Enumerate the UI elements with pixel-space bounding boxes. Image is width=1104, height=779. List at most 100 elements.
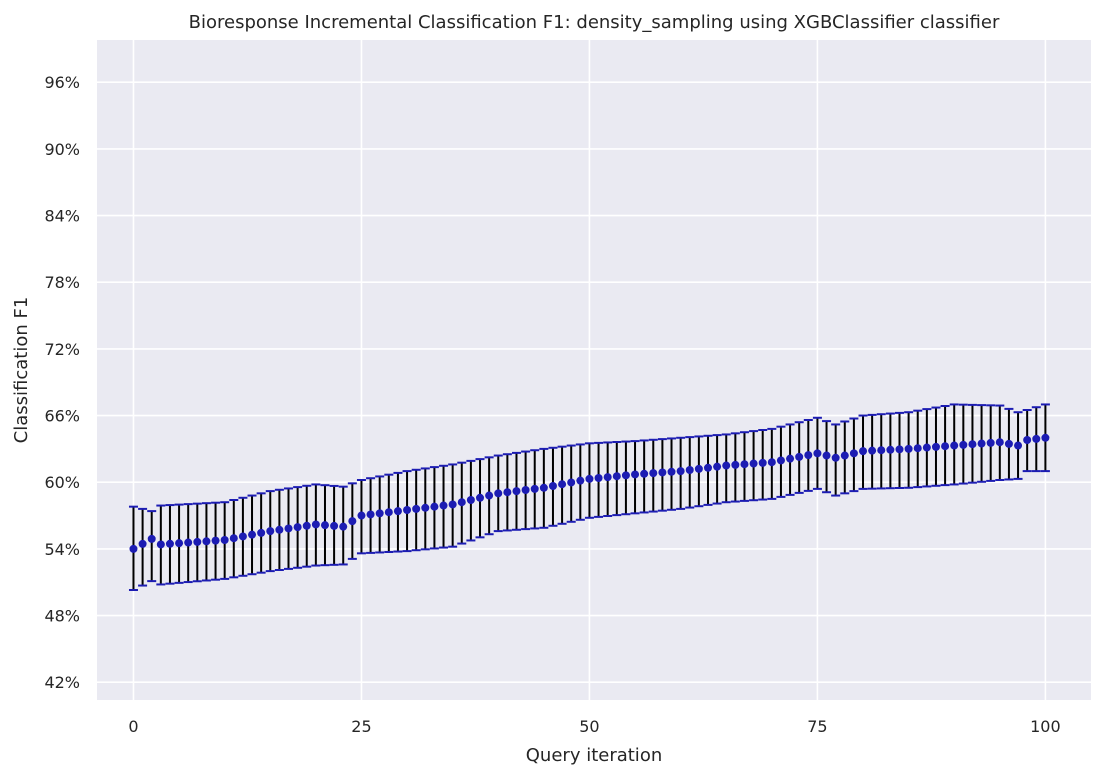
point-0 — [129, 544, 138, 553]
point-11 — [229, 534, 238, 543]
point-9 — [211, 536, 220, 545]
x-tick-label-4: 100 — [1030, 717, 1061, 736]
y-tick-label-0: 42% — [44, 673, 80, 692]
point-54 — [621, 471, 630, 480]
point-14 — [257, 528, 266, 537]
y-tick-label-3: 60% — [44, 473, 80, 492]
point-3 — [156, 540, 165, 549]
y-tick-label-5: 72% — [44, 340, 80, 359]
point-79 — [849, 449, 858, 458]
point-69 — [758, 458, 767, 467]
point-88 — [931, 442, 940, 451]
point-47 — [558, 480, 567, 489]
point-90 — [950, 441, 959, 450]
point-89 — [941, 442, 950, 451]
x-axis-label: Query iteration — [526, 745, 662, 766]
point-71 — [776, 456, 785, 465]
point-50 — [585, 474, 594, 483]
point-16 — [275, 525, 284, 534]
point-43 — [521, 486, 530, 494]
point-53 — [612, 472, 621, 481]
y-tick-label-1: 48% — [44, 607, 80, 626]
y-tick-labels: 42% 48% 54% 60% 66% 72% 78% 84% 90% 96% — [44, 73, 80, 692]
point-1 — [138, 539, 147, 548]
y-tick-label-4: 66% — [44, 407, 80, 426]
point-73 — [795, 452, 804, 461]
point-92 — [968, 440, 977, 449]
point-7 — [193, 537, 202, 546]
point-86 — [913, 444, 922, 453]
point-13 — [248, 530, 257, 539]
point-65 — [722, 461, 731, 470]
point-55 — [631, 470, 640, 479]
point-28 — [384, 508, 393, 517]
point-56 — [640, 469, 649, 478]
point-32 — [421, 503, 430, 512]
point-77 — [831, 453, 840, 462]
point-5 — [175, 539, 184, 548]
point-58 — [658, 468, 667, 477]
point-30 — [403, 506, 412, 514]
point-57 — [649, 469, 658, 478]
point-60 — [676, 467, 685, 476]
point-42 — [512, 487, 521, 496]
point-85 — [904, 444, 913, 453]
point-39 — [485, 491, 494, 500]
point-24 — [348, 517, 357, 526]
grid — [97, 40, 1091, 700]
point-64 — [713, 462, 722, 471]
point-4 — [165, 539, 174, 548]
point-52 — [603, 473, 612, 482]
point-97 — [1014, 441, 1023, 450]
point-17 — [284, 524, 293, 533]
point-10 — [220, 536, 229, 544]
point-21 — [320, 521, 329, 530]
point-37 — [466, 496, 475, 504]
point-95 — [995, 438, 1004, 447]
plot-background — [97, 40, 1091, 700]
point-27 — [375, 509, 384, 518]
point-61 — [685, 466, 694, 474]
point-74 — [804, 451, 813, 460]
point-40 — [494, 489, 503, 498]
point-23 — [339, 522, 348, 531]
y-tick-label-8: 90% — [44, 140, 80, 159]
y-tick-label-7: 84% — [44, 207, 80, 226]
point-68 — [749, 459, 758, 468]
y-tick-label-6: 78% — [44, 273, 80, 292]
point-91 — [959, 440, 968, 449]
point-31 — [412, 504, 421, 513]
point-83 — [886, 445, 895, 454]
point-93 — [977, 439, 986, 448]
point-66 — [731, 460, 740, 469]
point-70 — [767, 458, 776, 467]
point-63 — [703, 463, 712, 472]
x-tick-label-0: 0 — [128, 717, 138, 736]
point-26 — [366, 510, 375, 519]
point-72 — [786, 454, 795, 463]
point-80 — [859, 447, 868, 456]
point-34 — [439, 501, 448, 510]
point-99 — [1032, 434, 1041, 443]
point-19 — [302, 521, 311, 530]
point-49 — [576, 476, 585, 485]
point-67 — [740, 460, 749, 469]
point-100 — [1041, 433, 1050, 442]
point-35 — [448, 500, 457, 509]
point-84 — [895, 445, 904, 454]
point-78 — [840, 451, 849, 460]
point-81 — [868, 446, 877, 455]
point-82 — [877, 446, 886, 455]
point-98 — [1023, 436, 1032, 444]
data-points — [129, 433, 1050, 553]
chart-title: Bioresponse Incremental Classification F… — [189, 12, 1000, 33]
point-96 — [1004, 439, 1013, 448]
point-36 — [457, 498, 466, 507]
point-46 — [548, 482, 557, 490]
point-38 — [476, 493, 485, 502]
x-tick-label-2: 50 — [579, 717, 599, 736]
point-51 — [594, 474, 603, 482]
point-25 — [357, 511, 366, 520]
point-8 — [202, 537, 211, 546]
